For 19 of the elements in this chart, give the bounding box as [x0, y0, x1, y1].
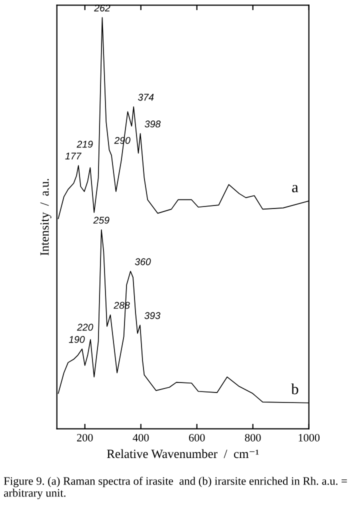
- annotation: 374: [138, 94, 154, 101]
- x-tick-label: 800: [244, 434, 261, 442]
- x-tick-label: 400: [132, 434, 149, 442]
- annotation: 360: [134, 258, 151, 266]
- series-label: b: [291, 383, 298, 394]
- annotation: 393: [144, 312, 160, 320]
- annotation: 398: [144, 120, 161, 128]
- x-tick-label: 200: [77, 434, 93, 442]
- series-label: a: [292, 184, 298, 192]
- annotation: 220: [76, 324, 94, 331]
- y-axis-title: Intensity / a.u.: [40, 178, 52, 256]
- x-tick-label: 1000: [298, 434, 320, 442]
- caption: Figure 9. (a) Raman spectra of irasite and (b) irarsite enriched in Rh. a.u. = arbitrary unit.: [4, 476, 347, 500]
- annotation: 219: [76, 140, 93, 148]
- annotation: 259: [93, 216, 110, 224]
- annotation: 190: [68, 336, 85, 343]
- x-tick-label: 600: [189, 434, 205, 442]
- annotation: 177: [65, 152, 82, 160]
- x-axis-title: Relative Wavenumber / cm⁻¹: [107, 449, 259, 458]
